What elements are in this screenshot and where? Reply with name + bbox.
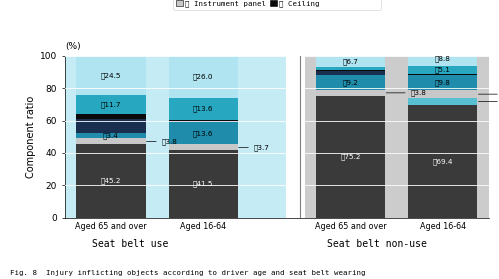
Bar	[316, 67, 385, 70]
Bar	[316, 96, 385, 218]
Text: Ⓗ24.5: Ⓗ24.5	[101, 72, 121, 79]
Text: Seat belt use: Seat belt use	[91, 239, 168, 249]
Text: Fig. 8  Injury inflicting objects according to driver age and seat belt wearing: Fig. 8 Injury inflicting objects accordi…	[10, 270, 365, 276]
Text: Ⓓ9.2: Ⓓ9.2	[343, 79, 359, 86]
Bar	[408, 98, 478, 105]
Text: Ⓐ45.2: Ⓐ45.2	[101, 178, 121, 184]
Text: Ⓗ26.0: Ⓗ26.0	[193, 74, 214, 80]
Bar	[169, 122, 238, 145]
Bar	[408, 66, 478, 74]
Bar	[316, 90, 385, 96]
Text: Ⓗ6.7: Ⓗ6.7	[343, 58, 359, 64]
Bar	[76, 138, 146, 145]
Bar	[65, 56, 286, 218]
Bar	[76, 145, 146, 218]
Text: Ⓖ13.6: Ⓖ13.6	[193, 105, 214, 112]
Text: Ⓒ3.7: Ⓒ3.7	[239, 144, 270, 151]
Text: Ⓐ69.4: Ⓐ69.4	[433, 158, 453, 165]
Y-axis label: Component ratio: Component ratio	[26, 96, 36, 178]
Bar	[76, 95, 146, 114]
Bar	[169, 145, 238, 150]
Bar	[316, 70, 385, 71]
Text: Ⓑ4.6: Ⓑ4.6	[479, 98, 499, 105]
Bar	[169, 120, 238, 121]
Bar	[169, 56, 238, 98]
Text: Ⓗ8.8: Ⓗ8.8	[435, 55, 451, 62]
Legend: Ⓐ Steering wheel, Ⓑ Front windshield, Ⓒ Instrument panel, Ⓓ Door glass, Ⓔ Pillar: Ⓐ Steering wheel, Ⓑ Front windshield, Ⓒ …	[173, 0, 381, 10]
Bar	[408, 105, 478, 218]
Text: Ⓐ75.2: Ⓐ75.2	[340, 153, 361, 160]
Text: Ⓒ3.8: Ⓒ3.8	[386, 90, 427, 96]
Bar	[169, 150, 238, 218]
Text: Ⓖ11.7: Ⓖ11.7	[101, 102, 121, 108]
Bar	[316, 71, 385, 75]
Text: Ⓓ9.8: Ⓓ9.8	[435, 79, 451, 86]
Text: Ⓒ3.8: Ⓒ3.8	[147, 138, 178, 145]
Bar	[408, 90, 478, 98]
Bar	[76, 119, 146, 133]
Bar	[316, 56, 385, 67]
Bar	[316, 75, 385, 90]
Bar	[76, 133, 146, 138]
Text: Ⓓ3.4: Ⓓ3.4	[103, 132, 119, 139]
Bar	[169, 98, 238, 120]
Text: Ⓒ4.6: Ⓒ4.6	[479, 91, 499, 97]
Bar	[408, 74, 478, 90]
Text: Seat belt non-use: Seat belt non-use	[327, 239, 427, 249]
Bar	[76, 56, 146, 95]
Text: (%): (%)	[65, 42, 80, 51]
Bar	[76, 114, 146, 119]
Text: Ⓖ5.1: Ⓖ5.1	[435, 66, 451, 73]
Bar	[304, 56, 489, 218]
Text: Ⓓ13.6: Ⓓ13.6	[193, 130, 214, 137]
Bar	[169, 121, 238, 122]
Bar	[408, 51, 478, 66]
Text: Ⓐ41.5: Ⓐ41.5	[193, 181, 214, 187]
